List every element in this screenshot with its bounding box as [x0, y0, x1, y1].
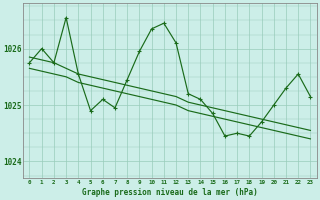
- X-axis label: Graphe pression niveau de la mer (hPa): Graphe pression niveau de la mer (hPa): [82, 188, 258, 197]
